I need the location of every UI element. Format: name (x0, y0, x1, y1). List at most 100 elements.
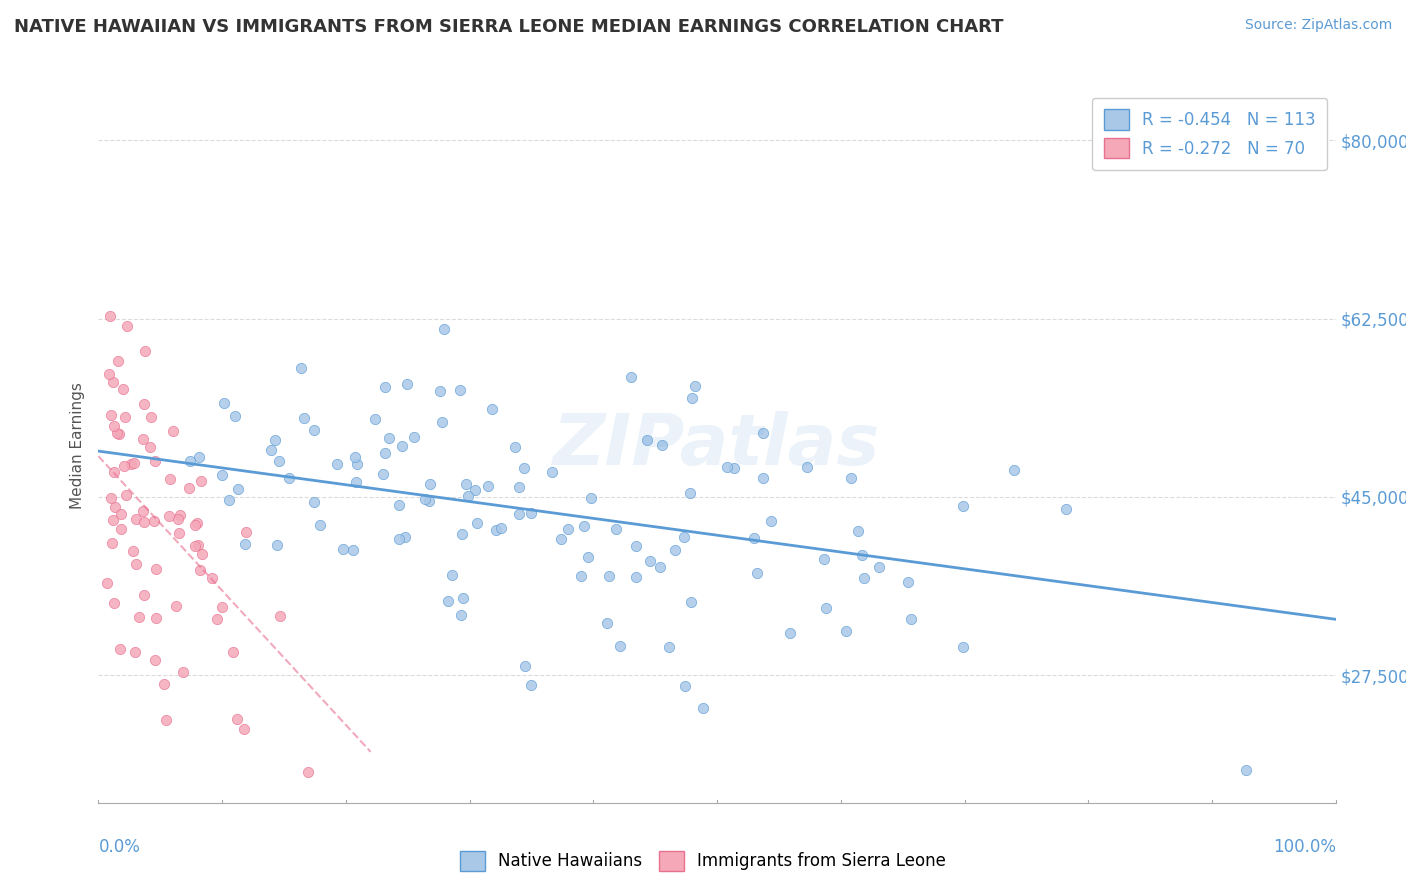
Point (692, 701, 714, 715)
Point (752, 471, 775, 485)
Point (332, 541, 354, 556)
Point (449, 383, 471, 397)
Point (450, 527, 472, 541)
Point (277, 471, 299, 485)
Point (167, 512, 190, 526)
Point (513, 460, 536, 475)
Legend: Native Hawaiians, Immigrants from Sierra Leone: Native Hawaiians, Immigrants from Sierra… (451, 842, 955, 880)
Point (172, 665, 194, 679)
Point (433, 322, 456, 336)
Point (605, 522, 627, 536)
Point (402, 430, 425, 444)
Point (112, 459, 135, 474)
Point (520, 507, 543, 521)
Point (813, 552, 835, 566)
Point (120, 457, 142, 471)
Point (309, 518, 332, 533)
Point (868, 559, 890, 574)
Point (132, 432, 155, 446)
Point (413, 492, 436, 507)
Point (266, 538, 288, 552)
Point (683, 378, 706, 392)
Point (441, 568, 464, 582)
Point (395, 377, 418, 392)
Point (834, 624, 856, 639)
Point (190, 475, 212, 489)
Point (579, 491, 602, 506)
Point (167, 526, 190, 541)
Point (723, 461, 745, 475)
Point (620, 370, 643, 384)
Point (846, 524, 869, 538)
Point (179, 453, 201, 467)
Point (900, 612, 922, 626)
Point (187, 537, 209, 551)
Point (672, 530, 695, 544)
Point (224, 409, 246, 424)
Point (394, 531, 416, 545)
Point (371, 467, 394, 482)
Point (124, 645, 146, 659)
Point (177, 481, 200, 495)
Point (952, 499, 974, 513)
Point (302, 424, 325, 438)
Point (159, 472, 181, 486)
Point (184, 539, 207, 553)
Point (110, 522, 132, 536)
Point (450, 607, 472, 622)
Point (815, 601, 838, 615)
Point (344, 475, 367, 489)
Point (211, 599, 233, 614)
Point (761, 515, 783, 529)
Point (624, 540, 647, 554)
Point (96, 575, 118, 590)
Point (576, 549, 599, 564)
Point (110, 641, 132, 656)
Point (550, 532, 572, 546)
Point (609, 639, 631, 653)
Point (664, 542, 686, 557)
Point (648, 560, 671, 574)
Point (108, 427, 131, 442)
Point (796, 460, 818, 475)
Point (235, 524, 257, 539)
Y-axis label: Median Earnings: Median Earnings (69, 383, 84, 509)
Text: 0.0%: 0.0% (98, 838, 141, 856)
Point (364, 411, 387, 425)
Point (128, 610, 150, 624)
Point (132, 504, 155, 518)
Point (134, 344, 156, 359)
Point (269, 454, 291, 468)
Text: Source: ZipAtlas.com: Source: ZipAtlas.com (1244, 18, 1392, 32)
Point (188, 450, 211, 464)
Point (103, 596, 125, 610)
Point (233, 537, 256, 551)
Point (184, 517, 207, 532)
Point (636, 433, 658, 447)
Point (107, 353, 129, 368)
Point (742, 531, 765, 545)
Point (143, 453, 166, 467)
Point (290, 360, 312, 375)
Point (569, 569, 592, 583)
Point (226, 712, 249, 726)
Point (132, 397, 155, 411)
Point (145, 610, 167, 624)
Text: 100.0%: 100.0% (1272, 838, 1336, 856)
Point (139, 409, 162, 424)
Point (747, 566, 769, 580)
Point (222, 645, 245, 659)
Point (1054, 502, 1077, 516)
Point (897, 574, 920, 589)
Point (346, 457, 368, 471)
Point (391, 439, 413, 453)
Point (292, 411, 315, 425)
Text: NATIVE HAWAIIAN VS IMMIGRANTS FROM SIERRA LEONE MEDIAN EARNINGS CORRELATION CHAR: NATIVE HAWAIIAN VS IMMIGRANTS FROM SIERR… (14, 18, 1004, 36)
Point (467, 516, 489, 530)
Point (638, 554, 661, 568)
Point (143, 653, 166, 667)
Point (457, 489, 479, 503)
Point (681, 391, 703, 405)
Point (679, 486, 702, 500)
Point (752, 426, 775, 441)
